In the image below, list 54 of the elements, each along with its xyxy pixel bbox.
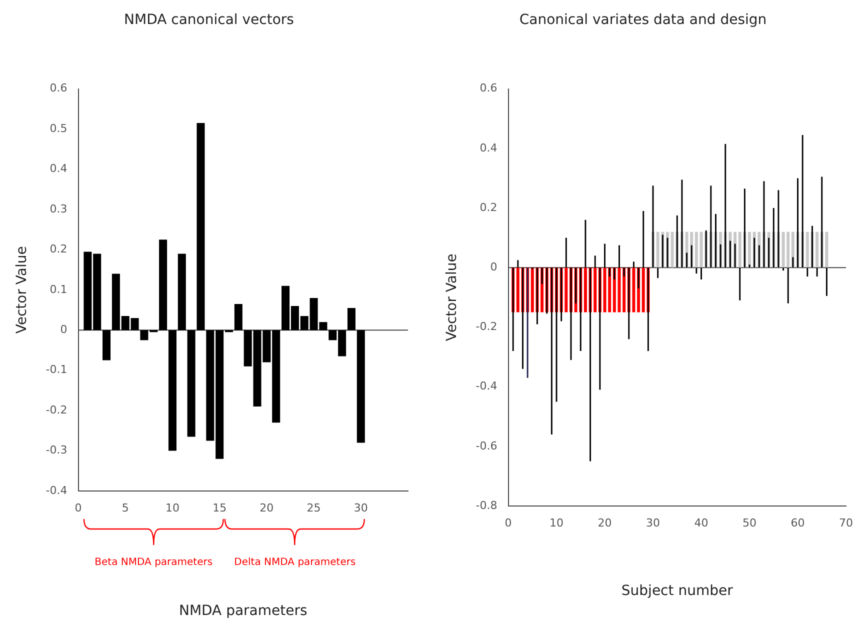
x-tick-label: 5 xyxy=(122,501,129,514)
x-tick-label: 0 xyxy=(504,516,512,530)
x-tick-label: 10 xyxy=(550,516,564,530)
y-tick-label: -0.1 xyxy=(46,363,68,376)
y-tick-label: -0.2 xyxy=(476,320,498,334)
bar xyxy=(356,330,365,443)
x-tick-label: 40 xyxy=(694,516,708,530)
x-tick-label: 60 xyxy=(790,516,805,530)
bar xyxy=(159,240,168,330)
y-tick-label: 0.6 xyxy=(480,82,498,95)
bar xyxy=(178,254,186,330)
text: Delta NMDA parameters xyxy=(234,557,356,568)
y-tick-label: -0.4 xyxy=(46,484,68,497)
y-axis-title: Vector Value xyxy=(444,254,460,342)
x-tick-label: 70 xyxy=(839,516,853,530)
y-tick-label: 0.4 xyxy=(50,162,68,176)
bar xyxy=(168,330,176,451)
y-axis-title: Vector Value xyxy=(14,246,30,334)
x-tick-label: 20 xyxy=(260,501,274,514)
bar xyxy=(196,122,205,330)
y-tick-label: 0.2 xyxy=(480,200,498,214)
x-tick-label: 10 xyxy=(165,501,180,514)
bar xyxy=(748,232,751,268)
x-axis-title: Subject number xyxy=(621,583,734,600)
y-tick-label: 0.4 xyxy=(480,141,498,154)
chart-title: NMDA canonical vectors xyxy=(124,12,294,28)
x-axis-title: NMDA parameters xyxy=(178,603,308,620)
y-tick-label: 0.5 xyxy=(50,122,68,135)
y-tick-label: 0 xyxy=(490,260,498,274)
y-tick-label: -0.8 xyxy=(476,498,498,512)
y-tick-label: -0.4 xyxy=(476,380,498,393)
bar xyxy=(584,268,587,312)
y-tick-label: -0.2 xyxy=(46,403,68,416)
y-tick-label: 0 xyxy=(60,322,68,336)
bar xyxy=(187,330,196,437)
x-tick-label: 20 xyxy=(598,516,612,530)
y-tick-label: 0.3 xyxy=(50,202,68,216)
x-tick-label: 50 xyxy=(742,516,757,530)
y-tick-label: 0.1 xyxy=(50,282,68,296)
y-tick-label: -0.6 xyxy=(476,439,498,452)
y-tick-label: 0.6 xyxy=(50,82,68,95)
y-tick-label: 0.2 xyxy=(50,242,68,256)
bar xyxy=(622,268,626,312)
chart-title: Canonical variates data and design xyxy=(519,12,767,28)
x-tick-label: 15 xyxy=(212,501,227,514)
y-tick-label: -0.3 xyxy=(46,444,68,457)
bar xyxy=(347,308,356,330)
x-tick-label: 0 xyxy=(74,501,82,514)
x-tick-label: 25 xyxy=(306,501,321,514)
bar xyxy=(102,330,111,360)
bar xyxy=(234,304,242,330)
x-tick-label: 30 xyxy=(354,501,368,514)
x-tick-label: 30 xyxy=(646,516,660,530)
text: Beta NMDA parameters xyxy=(94,557,213,568)
